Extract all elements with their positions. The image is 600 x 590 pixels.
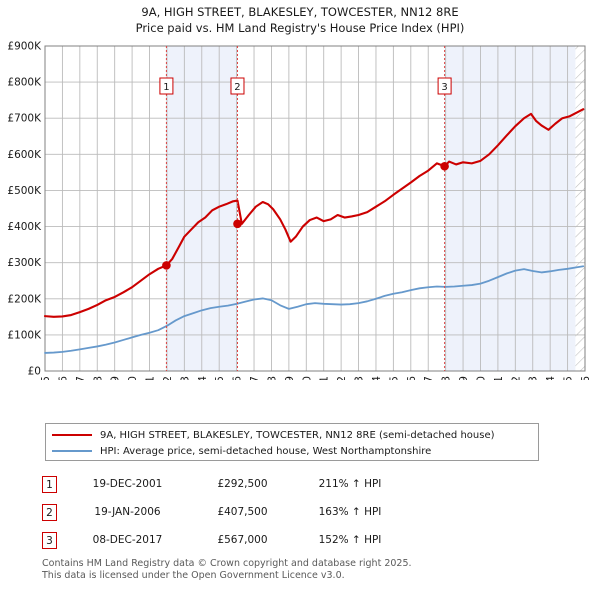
x-axis-tick-label: 2013 [354, 376, 366, 380]
copyright-line: Contains HM Land Registry data © Crown c… [42, 558, 412, 569]
x-axis-tick-label: 2007 [249, 376, 261, 380]
x-axis-tick-label: 2010 [301, 376, 313, 380]
legend-label-hpi: HPI: Average price, semi-detached house,… [100, 445, 432, 457]
page-title: 9A, HIGH STREET, BLAKESLEY, TOWCESTER, N… [141, 5, 459, 19]
transaction-price: £407,500 [217, 506, 268, 518]
y-axis-tick-label: £200K [7, 293, 42, 305]
sale-point-marker [233, 219, 242, 229]
x-axis-tick-label: 2023 [528, 376, 540, 380]
x-axis-tick-label: 1995 [40, 376, 52, 380]
x-axis-tick-label: 2006 [232, 376, 244, 380]
chart-marker-label: 1 [163, 82, 169, 93]
sale-point-marker [162, 261, 171, 270]
transaction-price: £292,500 [217, 478, 268, 490]
status-badge: 1 [42, 475, 57, 493]
legend-item-hpi: HPI: Average price, semi-detached house,… [52, 443, 532, 459]
chart-legend: 9A, HIGH STREET, BLAKESLEY, TOWCESTER, N… [45, 423, 539, 461]
transaction-date: 19-JAN-2006 [94, 506, 161, 518]
x-axis-tick-label: 2012 [336, 376, 348, 380]
x-axis-tick-label: 2022 [510, 376, 522, 380]
legend-item-property: 9A, HIGH STREET, BLAKESLEY, TOWCESTER, N… [52, 427, 532, 443]
x-axis-tick-label: 2014 [371, 376, 383, 380]
page-subtitle: Price paid vs. HM Land Registry's House … [135, 21, 465, 35]
status-badge: 3 [42, 531, 57, 549]
transactions-table: 1 19-DEC-2001 £292,500 211% ↑ HPI 2 19-J… [42, 470, 472, 554]
transaction-hpi-delta: 211% ↑ HPI [318, 478, 382, 490]
y-axis-tick-label: £900K [7, 41, 42, 53]
sale-point-marker [440, 161, 449, 171]
x-axis-tick-label: 2026 [580, 376, 592, 380]
x-axis-tick-label: 2018 [441, 376, 453, 380]
x-axis-tick-label: 2021 [493, 376, 505, 380]
x-axis-tick-label: 2001 [145, 376, 157, 380]
chart-title-block: 9A, HIGH STREET, BLAKESLEY, TOWCESTER, N… [0, 4, 600, 36]
x-axis-tick-label: 2019 [458, 376, 470, 380]
y-axis-tick-label: £500K [7, 185, 42, 197]
y-axis-tick-label: £0 [28, 366, 41, 378]
chart-marker-label: 2 [234, 82, 240, 93]
transaction-date: 19-DEC-2001 [92, 478, 163, 490]
attribution-footer: Contains HM Land Registry data © Crown c… [42, 558, 562, 582]
transaction-hpi-delta: 163% ↑ HPI [318, 506, 382, 518]
transaction-date: 08-DEC-2017 [92, 534, 163, 546]
y-axis-tick-label: £600K [7, 149, 42, 161]
x-axis-tick-label: 2025 [563, 376, 575, 380]
x-axis-tick-label: 2000 [127, 376, 139, 380]
x-axis-tick-label: 2003 [179, 376, 191, 380]
x-axis-tick-label: 1999 [110, 376, 122, 380]
transaction-price: £567,000 [217, 534, 268, 546]
x-axis-tick-label: 1996 [57, 376, 69, 380]
x-axis-tick-label: 2011 [319, 376, 331, 380]
y-axis-tick-label: £700K [7, 113, 42, 125]
x-axis-tick-label: 2009 [284, 376, 296, 380]
x-axis-tick-label: 2015 [388, 376, 400, 380]
y-axis-tick-label: £800K [7, 77, 42, 89]
x-axis-tick-label: 2008 [266, 376, 278, 380]
legend-swatch-hpi [52, 450, 92, 452]
x-axis-tick-label: 2004 [197, 376, 209, 380]
x-axis-tick-label: 2016 [406, 376, 418, 380]
legend-label-property: 9A, HIGH STREET, BLAKESLEY, TOWCESTER, N… [100, 429, 495, 441]
x-axis-tick-label: 2005 [214, 376, 226, 380]
y-axis-tick-label: £300K [7, 257, 42, 269]
status-badge: 2 [42, 503, 57, 521]
price-history-chart: £0 £100K £200K £300K £400K £500K £600K £700K £80… [0, 40, 600, 381]
y-axis-tick-label: £400K [7, 221, 42, 233]
x-axis-tick-label: 1997 [75, 376, 87, 380]
x-axis-tick-label: 2017 [423, 376, 435, 380]
table-row: 3 08-DEC-2017 £567,000 152% ↑ HPI [42, 526, 472, 554]
chart-marker-label: 3 [441, 82, 447, 93]
table-row: 2 19-JAN-2006 £407,500 163% ↑ HPI [42, 498, 472, 526]
chart-plot-area: £0 £100K £200K £300K £400K £500K £600K £700K £80… [7, 41, 592, 381]
licence-line: This data is licensed under the Open Gov… [42, 570, 345, 581]
x-axis-tick-label: 2020 [475, 376, 487, 380]
table-row: 1 19-DEC-2001 £292,500 211% ↑ HPI [42, 470, 472, 498]
x-axis-tick-label: 2002 [162, 376, 174, 380]
x-axis-tick-label: 2024 [545, 376, 557, 380]
x-axis-tick-label: 1998 [92, 376, 104, 380]
y-axis-tick-label: £100K [7, 329, 42, 341]
legend-swatch-property [52, 434, 92, 436]
transaction-hpi-delta: 152% ↑ HPI [318, 534, 382, 546]
